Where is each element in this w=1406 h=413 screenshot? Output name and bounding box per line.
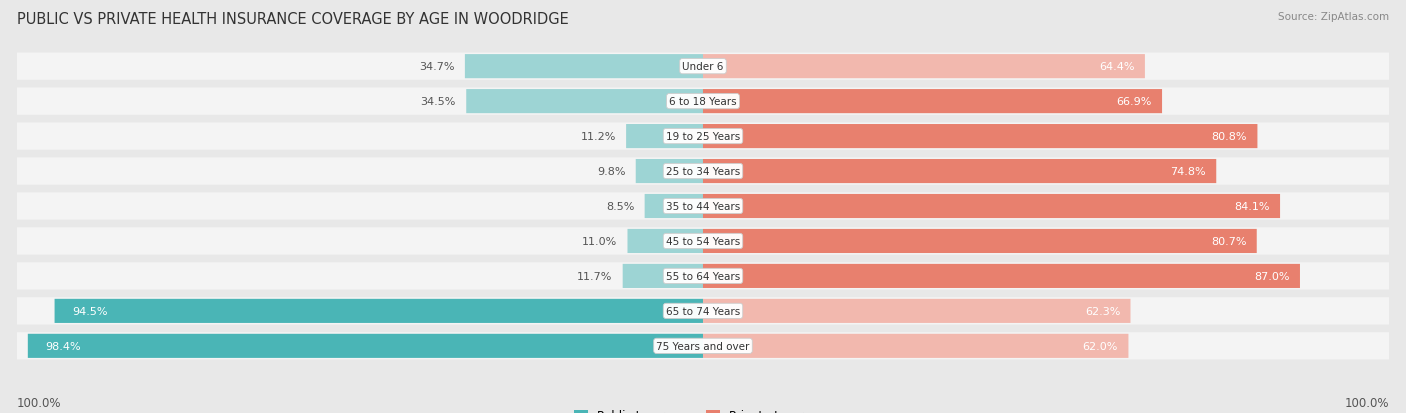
FancyBboxPatch shape (17, 263, 1389, 290)
FancyBboxPatch shape (703, 159, 1216, 184)
Text: Source: ZipAtlas.com: Source: ZipAtlas.com (1278, 12, 1389, 22)
Text: 100.0%: 100.0% (17, 396, 62, 409)
Text: 19 to 25 Years: 19 to 25 Years (666, 132, 740, 142)
Legend: Public Insurance, Private Insurance: Public Insurance, Private Insurance (569, 404, 837, 413)
FancyBboxPatch shape (636, 159, 703, 184)
FancyBboxPatch shape (703, 55, 1144, 79)
Text: 35 to 44 Years: 35 to 44 Years (666, 202, 740, 211)
Text: PUBLIC VS PRIVATE HEALTH INSURANCE COVERAGE BY AGE IN WOODRIDGE: PUBLIC VS PRIVATE HEALTH INSURANCE COVER… (17, 12, 568, 27)
FancyBboxPatch shape (627, 229, 703, 254)
FancyBboxPatch shape (626, 125, 703, 149)
FancyBboxPatch shape (703, 334, 1129, 358)
Text: 87.0%: 87.0% (1254, 271, 1289, 281)
FancyBboxPatch shape (17, 297, 1389, 325)
Text: 66.9%: 66.9% (1116, 97, 1152, 107)
Text: 62.0%: 62.0% (1083, 341, 1118, 351)
FancyBboxPatch shape (467, 90, 703, 114)
Text: 55 to 64 Years: 55 to 64 Years (666, 271, 740, 281)
Text: 11.2%: 11.2% (581, 132, 616, 142)
Text: 62.3%: 62.3% (1085, 306, 1121, 316)
Text: 80.8%: 80.8% (1212, 132, 1247, 142)
Text: 75 Years and over: 75 Years and over (657, 341, 749, 351)
FancyBboxPatch shape (644, 195, 703, 218)
FancyBboxPatch shape (28, 334, 703, 358)
Text: 94.5%: 94.5% (72, 306, 107, 316)
Text: Under 6: Under 6 (682, 62, 724, 72)
FancyBboxPatch shape (17, 158, 1389, 185)
Text: 6 to 18 Years: 6 to 18 Years (669, 97, 737, 107)
Text: 34.5%: 34.5% (420, 97, 456, 107)
Text: 11.0%: 11.0% (582, 236, 617, 247)
FancyBboxPatch shape (55, 299, 703, 323)
FancyBboxPatch shape (703, 299, 1130, 323)
Text: 11.7%: 11.7% (576, 271, 613, 281)
FancyBboxPatch shape (17, 88, 1389, 116)
FancyBboxPatch shape (17, 193, 1389, 220)
Text: 65 to 74 Years: 65 to 74 Years (666, 306, 740, 316)
FancyBboxPatch shape (17, 228, 1389, 255)
Text: 100.0%: 100.0% (1344, 396, 1389, 409)
FancyBboxPatch shape (703, 229, 1257, 254)
FancyBboxPatch shape (17, 123, 1389, 150)
Text: 80.7%: 80.7% (1211, 236, 1246, 247)
Text: 34.7%: 34.7% (419, 62, 454, 72)
Text: 8.5%: 8.5% (606, 202, 634, 211)
Text: 45 to 54 Years: 45 to 54 Years (666, 236, 740, 247)
Text: 9.8%: 9.8% (598, 166, 626, 177)
FancyBboxPatch shape (17, 53, 1389, 81)
Text: 64.4%: 64.4% (1099, 62, 1135, 72)
FancyBboxPatch shape (703, 125, 1257, 149)
FancyBboxPatch shape (17, 332, 1389, 360)
FancyBboxPatch shape (703, 90, 1161, 114)
Text: 25 to 34 Years: 25 to 34 Years (666, 166, 740, 177)
Text: 74.8%: 74.8% (1170, 166, 1206, 177)
FancyBboxPatch shape (623, 264, 703, 288)
FancyBboxPatch shape (703, 195, 1279, 218)
FancyBboxPatch shape (465, 55, 703, 79)
Text: 98.4%: 98.4% (45, 341, 80, 351)
Text: 84.1%: 84.1% (1234, 202, 1270, 211)
FancyBboxPatch shape (703, 264, 1301, 288)
